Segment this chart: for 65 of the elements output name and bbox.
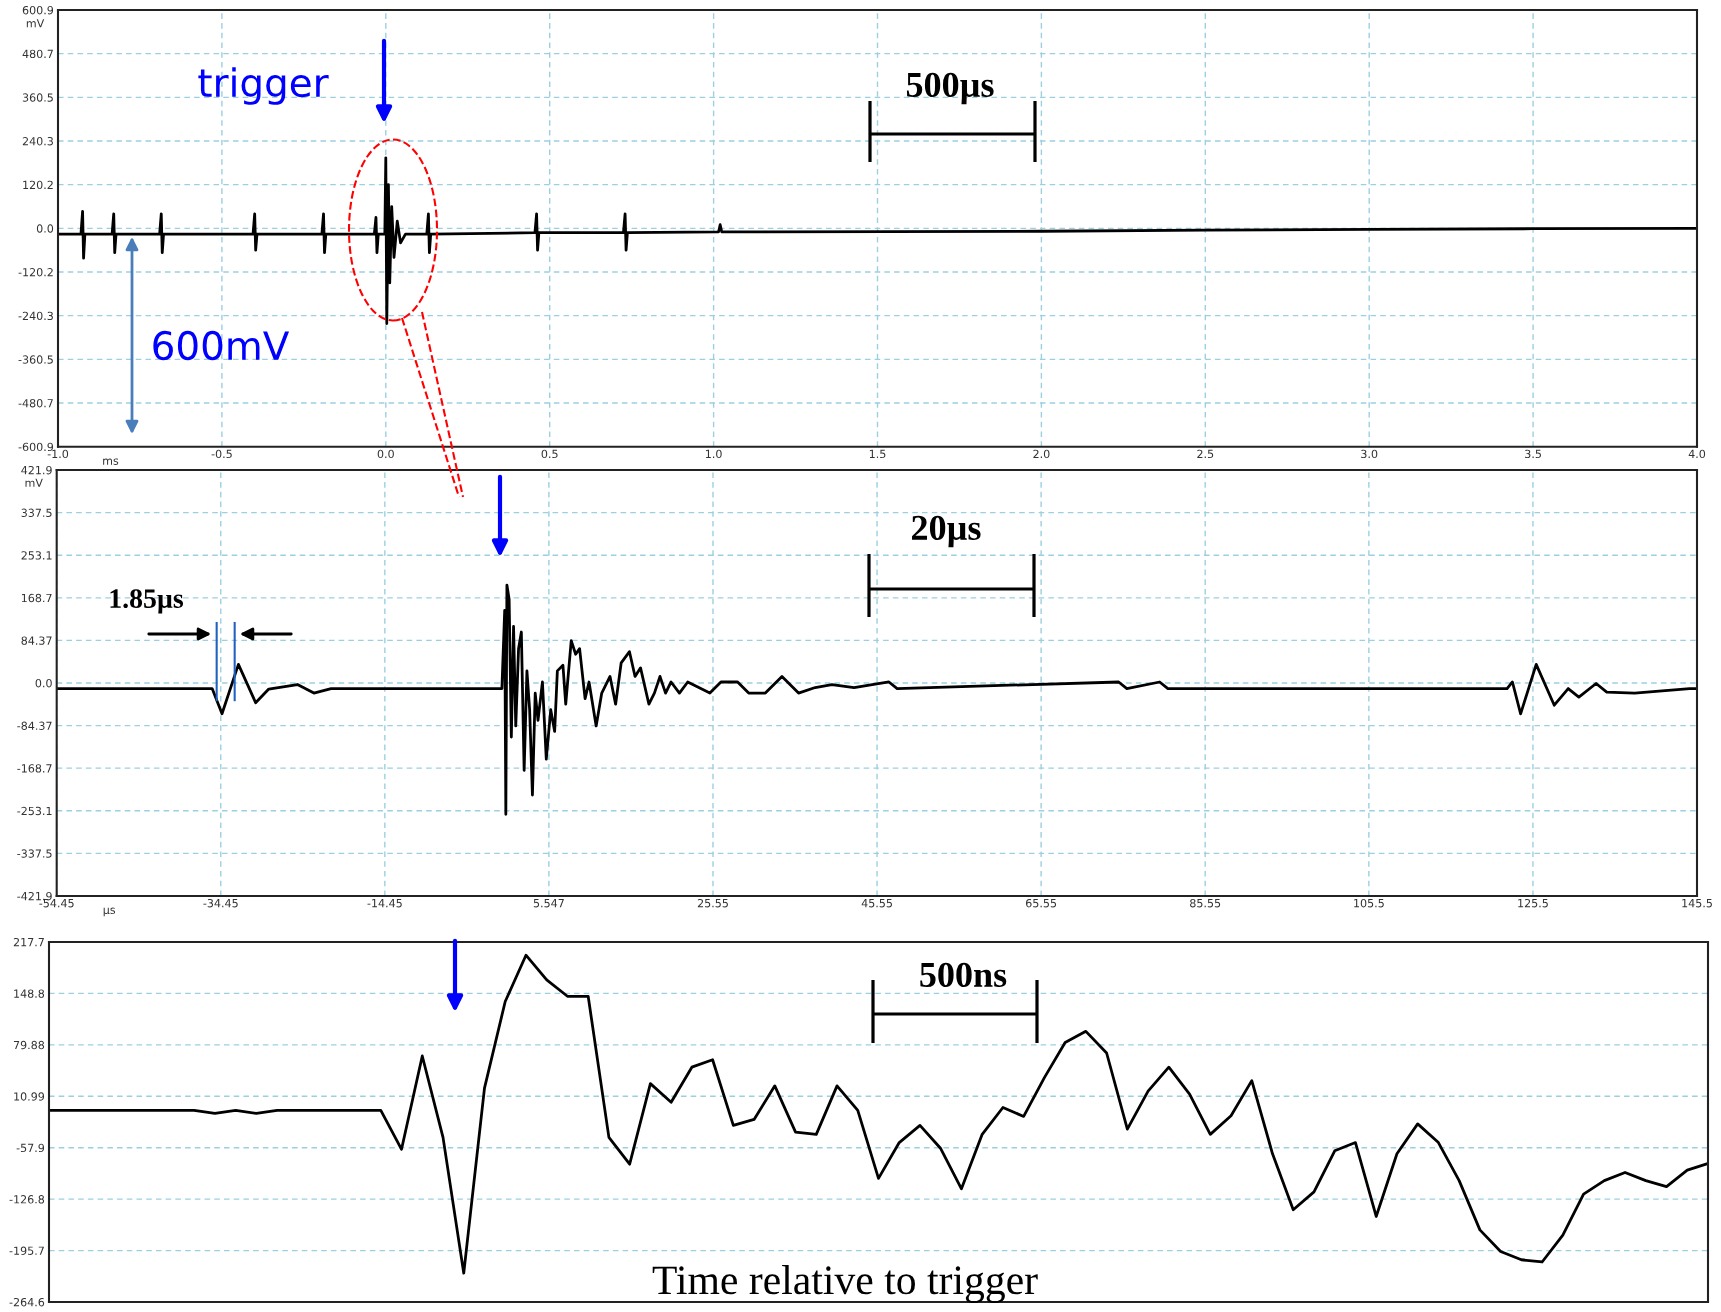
x-tick-label: 2.0 (1033, 449, 1050, 459)
x-tick-label: 85.55 (1190, 898, 1221, 908)
y-tick-label: 79.88 (13, 1040, 45, 1050)
x-tick-label: 4.0 (1688, 449, 1706, 459)
annotation: 600mV (153, 330, 290, 361)
x-tick-label: 3.0 (1361, 449, 1378, 459)
y-tick-label: -421.9 (17, 891, 52, 901)
y-tick-label: 84.37 (21, 636, 52, 645)
x-tick-label: 5.547 (533, 899, 564, 908)
x-tick-label: 1.0 (705, 449, 722, 459)
x-tick-label: -1.0 (47, 449, 69, 459)
y-tick-label: 120.2 (23, 180, 53, 190)
y-tick-label: -600.9 (18, 442, 54, 452)
y-axis-title: mV (26, 19, 45, 28)
x-tick-label: 3.5 (1525, 449, 1541, 459)
x-tick-label: 0.0 (377, 449, 394, 459)
x-tick-label: 0.5 (541, 449, 558, 459)
y-tick-label: -253.1 (17, 806, 52, 816)
x-tick-label: 125.5 (1518, 898, 1548, 908)
y-tick-label: 0.0 (35, 678, 52, 688)
x-tick-label: -0.5 (211, 449, 232, 459)
y-tick-label: 0.0 (36, 224, 54, 233)
annotation: 500ns (920, 962, 1007, 988)
y-tick-label: 360.5 (22, 93, 53, 102)
y-tick-label: -84.37 (17, 721, 52, 730)
y-tick-label: 217.7 (13, 937, 44, 947)
y-tick-label: 168.7 (21, 593, 52, 603)
y-tick-label: 480.7 (22, 49, 53, 59)
annotation: 500µs (906, 72, 994, 105)
x-axis-title: µs (103, 907, 116, 917)
y-tick-label: -360.5 (18, 355, 53, 364)
y-axis-title: mV (25, 478, 43, 487)
y-tick-label: 253.1 (21, 551, 52, 560)
annotation: trigger (198, 67, 329, 105)
y-tick-label: -264.6 (9, 1297, 45, 1307)
y-tick-label: 148.8 (14, 989, 45, 998)
y-tick-label: 240.3 (22, 137, 53, 146)
y-tick-label: -480.7 (18, 399, 53, 408)
x-tick-label: -14.45 (367, 899, 402, 908)
y-tick-label: -120.2 (18, 268, 53, 277)
x-tick-label: 2.5 (1197, 449, 1214, 459)
y-tick-label: -195.7 (9, 1246, 44, 1255)
x-tick-label: 1.5 (869, 449, 886, 459)
x-axis-title: ms (103, 458, 119, 465)
annotation: 20µs (912, 515, 981, 548)
y-tick-label: -168.7 (17, 764, 52, 773)
y-tick-label: -337.5 (17, 849, 52, 858)
line-series (56, 583, 1698, 816)
x-tick-label: 145.5 (1682, 899, 1712, 908)
x-tick-label: 45.55 (861, 899, 892, 908)
x-tick-label: 105.5 (1354, 898, 1384, 908)
y-tick-label: 10.99 (14, 1092, 45, 1101)
y-tick-label: 600.9 (22, 5, 54, 15)
line-series (58, 156, 1697, 325)
y-tick-label: -126.8 (9, 1195, 45, 1204)
y-tick-label: 421.9 (21, 465, 52, 475)
y-tick-label: 337.5 (21, 508, 52, 517)
y-tick-label: -240.3 (18, 311, 53, 321)
annotation: 1.85µs (110, 589, 184, 614)
x-tick-label: -54.45 (39, 899, 74, 908)
y-tick-label: -57.9 (16, 1143, 45, 1153)
x-tick-label: 25.55 (697, 898, 728, 908)
x-tick-label: 65.55 (1026, 898, 1057, 908)
x-tick-label: -34.45 (203, 898, 238, 908)
annotation: Time relative to trigger (652, 1265, 1038, 1303)
